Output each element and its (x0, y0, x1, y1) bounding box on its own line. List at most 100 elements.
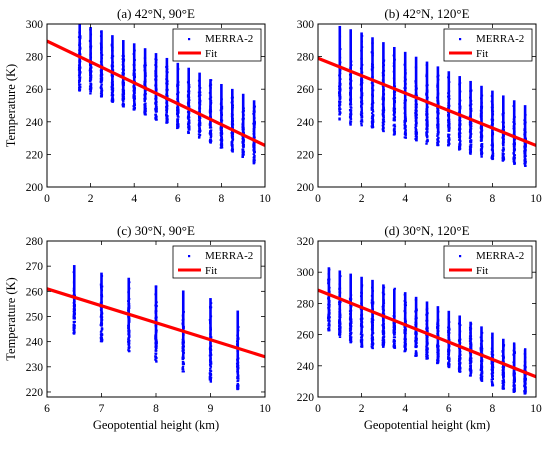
scatter-point (122, 105, 125, 108)
scatter-column (414, 296, 418, 357)
scatter-point (447, 361, 450, 364)
scatter-point (133, 102, 136, 105)
scatter-point (72, 325, 76, 328)
scatter-point (381, 127, 385, 130)
scatter-point (479, 149, 483, 152)
scatter-point (436, 133, 440, 136)
scatter-core (231, 88, 234, 139)
scatter-core (523, 105, 527, 154)
scatter-point (480, 372, 483, 375)
scatter-point (425, 134, 428, 137)
scatter-point (100, 327, 104, 330)
scatter-point (182, 370, 185, 373)
scatter-core (100, 272, 103, 327)
scatter-point (100, 93, 103, 96)
scatter-point (403, 121, 406, 124)
scatter-point (100, 335, 103, 338)
scatter-point (480, 147, 484, 150)
scatter-point (502, 148, 505, 151)
legend-label-merra2: MERRA-2 (476, 250, 524, 262)
scatter-core (480, 85, 483, 142)
scatter-point (501, 387, 505, 389)
scatter-point (360, 111, 363, 113)
scatter-point (437, 131, 440, 133)
scatter-point (404, 119, 407, 122)
scatter-point (426, 138, 429, 141)
scatter-point (392, 119, 395, 122)
x-axis-label: Geopotential height (km) (93, 418, 219, 432)
scatter-point (512, 388, 515, 391)
scatter-point (392, 133, 396, 136)
scatter-point (78, 85, 82, 88)
panel-c: (c) 30°N, 90°E 6 7 8 9 10 220 230 240 250 260 270 28… (4, 223, 271, 432)
legend: MERRA-2 Fit (172, 245, 262, 279)
scatter-point (393, 342, 396, 345)
scatter-point (491, 150, 494, 153)
scatter-point (209, 372, 213, 375)
scatter-point (469, 371, 473, 374)
scatter-point (469, 152, 472, 154)
scatter-point (176, 115, 180, 118)
legend-marker-merra2 (459, 255, 462, 258)
scatter-core (458, 76, 461, 135)
legend-marker-merra2 (188, 255, 191, 258)
scatter-point (327, 324, 330, 327)
scatter-point (198, 134, 201, 137)
scatter-point (524, 154, 527, 157)
scatter-point (491, 382, 494, 385)
scatter-point (382, 333, 385, 336)
legend-box (172, 28, 262, 62)
scatter-point (100, 90, 103, 93)
scatter-point (436, 144, 439, 147)
scatter-point (236, 373, 240, 376)
scatter-point (143, 109, 146, 112)
x-tick-label: 0 (44, 193, 50, 205)
scatter-point (447, 133, 450, 136)
scatter-point (382, 111, 385, 113)
scatter-point (122, 94, 125, 97)
scatter-point (404, 349, 407, 351)
scatter-point (143, 105, 146, 108)
scatter-column (338, 270, 342, 338)
scatter-point (360, 109, 363, 112)
scatter-point (338, 102, 341, 105)
scatter-point (370, 345, 374, 348)
scatter-core (512, 343, 516, 382)
x-tick-label: 10 (259, 403, 271, 415)
scatter-core (181, 290, 185, 354)
scatter-point (231, 145, 234, 148)
scatter-point (360, 107, 363, 109)
scatter-point (502, 383, 505, 386)
scatter-point (382, 123, 385, 126)
scatter-point (111, 101, 114, 103)
scatter-point (188, 122, 191, 125)
scatter-column (132, 43, 136, 111)
scatter-point (132, 107, 136, 110)
scatter-core (414, 296, 418, 344)
scatter-core (371, 37, 374, 108)
scatter-column (186, 67, 191, 135)
scatter-core (236, 310, 240, 372)
scatter-point (392, 340, 395, 343)
scatter-point (110, 91, 114, 94)
scatter-core (360, 32, 363, 106)
scatter-point (468, 137, 472, 140)
scatter-point (414, 351, 418, 354)
y-tick-label: 300 (26, 19, 44, 31)
scatter-point (382, 129, 385, 132)
scatter-column (436, 306, 440, 365)
scatter-point (154, 113, 158, 116)
scatter-point (72, 326, 75, 329)
scatter-point (176, 121, 179, 124)
y-tick-label: 240 (297, 117, 315, 129)
scatter-point (512, 384, 516, 387)
y-tick-label: 220 (297, 392, 315, 404)
scatter-point (458, 143, 461, 146)
scatter-point (181, 365, 185, 368)
scatter-point (491, 154, 494, 157)
scatter-point (523, 158, 527, 161)
scatter-point (404, 133, 407, 136)
x-tick-label: 2 (88, 193, 94, 205)
scatter-point (127, 346, 131, 349)
scatter-point (241, 154, 244, 157)
